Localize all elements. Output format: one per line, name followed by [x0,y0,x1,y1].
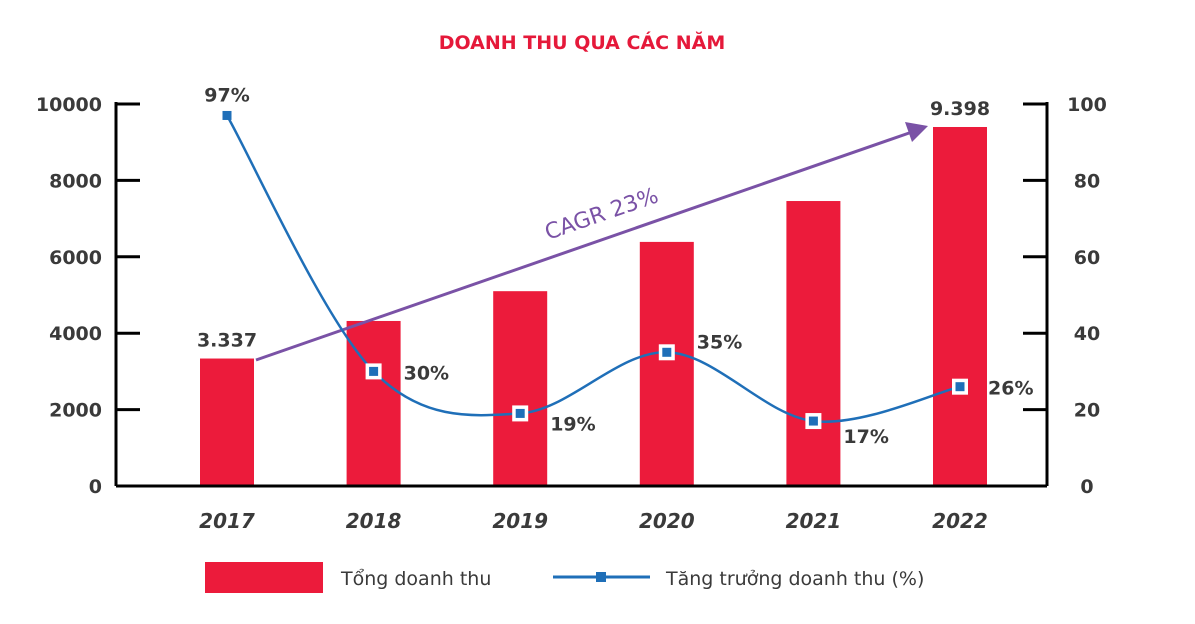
x-tick-label: 2019 [492,509,548,533]
bar-2019 [493,291,548,486]
legend-line-marker [596,572,606,582]
growth-data-label: 97% [204,84,249,106]
growth-data-label: 19% [550,413,595,435]
chart-title: DOANH THU QUA CÁC NĂM [439,30,725,54]
x-tick-label: 2020 [639,509,695,533]
growth-marker-2021 [808,416,818,426]
growth-marker-2020 [662,347,672,357]
cagr-label: CAGR 23% [542,184,662,246]
bar-2021 [786,201,841,486]
right-tick-label: 40 [1074,323,1100,345]
x-tick-label: 2018 [346,509,402,533]
legend: Tổng doanh thu Tăng trưởng doanh thu (%) [205,562,924,593]
growth-marker-2022 [955,382,965,392]
left-tick-label: 4000 [49,323,102,345]
left-tick-label: 6000 [49,247,102,269]
legend-line-label: Tăng trưởng doanh thu (%) [665,568,924,590]
growth-marker-2019 [515,408,525,418]
bar-2018 [346,320,401,486]
growth-data-label: 17% [843,426,888,448]
left-tick-label: 10000 [36,94,102,116]
growth-line [225,114,961,423]
left-tick-label: 0 [89,476,102,498]
growth-data-label: 30% [404,362,449,384]
right-tick-label: 100 [1067,94,1107,116]
left-tick-label: 2000 [49,400,102,422]
bar-2017 [200,358,254,486]
growth-data-label: 35% [697,331,742,353]
x-tick-label: 2021 [786,509,842,533]
bar-data-label: 9.398 [930,98,990,120]
legend-bar-swatch [205,562,323,593]
growth-marker-2018 [369,366,379,376]
right-tick-label: 20 [1074,400,1100,422]
x-tick-label: 2017 [199,509,255,533]
x-tick-label: 2022 [932,509,988,533]
legend-bar-label: Tổng doanh thu [340,568,491,590]
right-tick-label: 0 [1080,476,1093,498]
bar-2020 [639,241,694,486]
bar-2022 [933,126,987,486]
left-tick-label: 8000 [49,170,102,192]
growth-marker-2017 [222,110,232,120]
growth-data-label: 26% [988,378,1033,400]
bar-data-label: 3.337 [197,330,257,352]
right-tick-label: 60 [1074,247,1100,269]
right-tick-label: 80 [1074,170,1100,192]
